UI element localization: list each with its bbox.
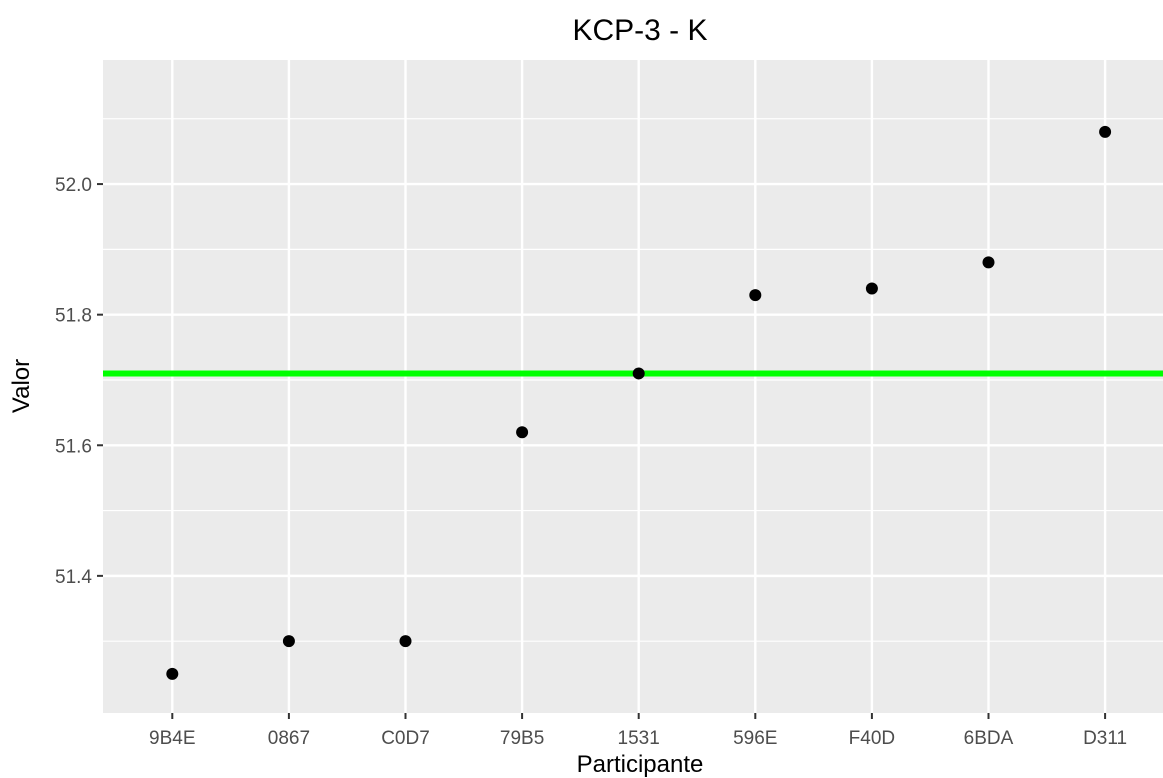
- data-point: [749, 289, 762, 302]
- major-gridlines: [103, 60, 1163, 713]
- y-axis-ticks: 51.4 51.6 51.8 52.0: [55, 175, 103, 588]
- x-tick-label: 6BDA: [964, 728, 1014, 749]
- data-point: [865, 282, 878, 295]
- x-tick-label: D311: [1083, 728, 1127, 749]
- data-point: [1099, 125, 1112, 138]
- data-point: [399, 635, 412, 648]
- x-tick-label: 1531: [618, 728, 660, 749]
- data-point: [282, 635, 295, 648]
- data-point: [166, 667, 179, 680]
- y-tick-label: 51.6: [55, 436, 92, 457]
- x-tick-label: F40D: [849, 728, 895, 749]
- x-axis-ticks: 9B4E 0867 C0D7 79B5 1531 596E F40D 6BDA D311: [149, 713, 1127, 749]
- x-tick-label: 0867: [268, 728, 310, 749]
- x-tick-label: 9B4E: [149, 728, 195, 749]
- data-point: [516, 426, 529, 439]
- y-tick-label: 51.4: [55, 567, 92, 588]
- data-point: [632, 367, 645, 380]
- chart-title: KCP-3 - K: [572, 14, 707, 47]
- data-points: [166, 125, 1112, 680]
- y-tick-label: 51.8: [55, 306, 92, 327]
- y-tick-label: 52.0: [55, 175, 92, 196]
- x-tick-label: C0D7: [381, 728, 430, 749]
- x-tick-label: 596E: [733, 728, 777, 749]
- x-tick-label: 79B5: [500, 728, 544, 749]
- panel-background: [103, 60, 1163, 713]
- minor-gridlines: [103, 118, 1163, 642]
- y-axis-title: Valor: [8, 359, 35, 413]
- data-point: [982, 256, 995, 269]
- x-axis-title: Participante: [577, 751, 704, 778]
